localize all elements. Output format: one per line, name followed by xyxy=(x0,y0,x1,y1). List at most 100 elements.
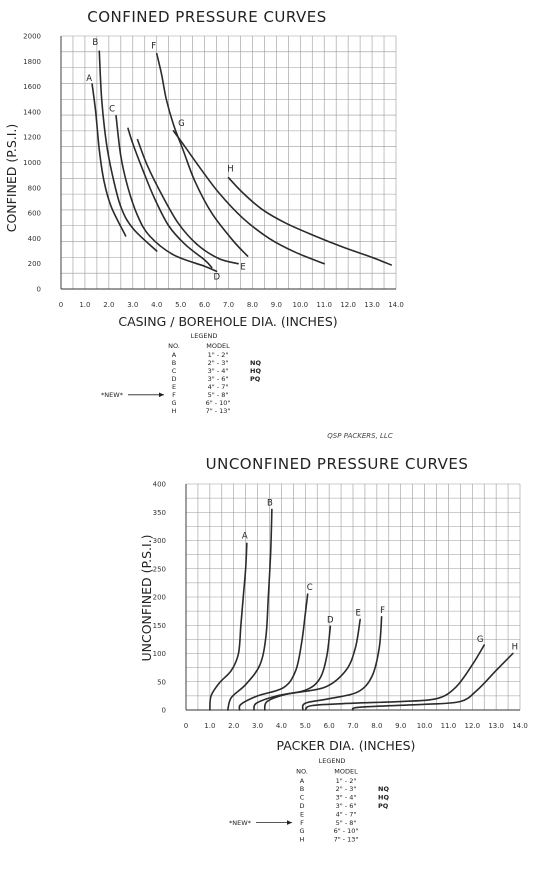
y-tick-label: 1800 xyxy=(23,58,41,66)
x-tick-label: 7.0 xyxy=(223,301,234,309)
unconfined-plot-area: 0 1.0 2.0 3.0 4.0 5.0 6.0 7.0 8.0 9.0 10.0 11.0 12.0… xyxy=(153,481,528,731)
legend-new-marker: *NEW* xyxy=(101,391,124,399)
x-tick-label: 6.0 xyxy=(324,722,335,730)
series-label-g: G xyxy=(178,119,185,129)
legend-row-no: A xyxy=(300,777,305,785)
x-tick-label: 2.0 xyxy=(103,301,114,309)
legend-row-tag: PQ xyxy=(378,802,389,810)
x-tick-label: 3.0 xyxy=(127,301,138,309)
legend-title: LEGEND xyxy=(191,332,218,340)
legend-row-model: 7" - 13" xyxy=(206,407,231,415)
confined-plot-area: 0 1.0 2.0 3.0 4.0 5.0 6.0 7.0 8.0 9.0 10.0 11.0 12.0… xyxy=(23,33,404,310)
x-tick-label: 11.0 xyxy=(441,722,457,730)
legend-title: LEGEND xyxy=(319,757,346,765)
legend-header-model: MODEL xyxy=(334,767,358,775)
legend-row-no: G xyxy=(299,827,304,835)
x-tick-label: 11.0 xyxy=(316,301,332,309)
legend-row-model: 2" - 3" xyxy=(208,359,229,367)
unconfined-chart-title: UNCONFINED PRESSURE CURVES xyxy=(206,455,469,473)
legend-row-no: G xyxy=(171,399,176,407)
series-label-e: E xyxy=(240,263,245,273)
legend-row-model: 7" - 13" xyxy=(334,836,359,844)
series-label-h: H xyxy=(227,165,233,175)
confined-pressure-chart: CONFINED PRESSURE CURVES 0 1.0 2.0 3.0 4.0 5.… xyxy=(4,8,404,440)
unconfined-y-axis-label: UNCONFINED (P.S.I.) xyxy=(139,534,154,661)
legend-header-no: NO. xyxy=(168,342,180,350)
series-line-e xyxy=(136,138,239,265)
y-tick-label: 200 xyxy=(153,594,166,602)
series-label-a: A xyxy=(242,531,248,541)
series-line-e xyxy=(263,618,361,711)
legend-row-model: 1" - 2" xyxy=(208,351,229,359)
series-line-h xyxy=(227,176,393,266)
legend-row-model: 2" - 3" xyxy=(336,785,357,793)
series-label-f: F xyxy=(151,42,156,52)
x-tick-label: 4.0 xyxy=(276,722,287,730)
series-label-b: B xyxy=(267,498,273,508)
legend-row-model: 3" - 6" xyxy=(208,375,229,383)
legend-row-no: D xyxy=(299,802,304,810)
y-tick-label: 600 xyxy=(28,210,41,218)
legend-row-no: A xyxy=(172,351,177,359)
x-tick-label: 0 xyxy=(184,722,188,730)
x-tick-label: 5.0 xyxy=(300,722,311,730)
legend-row-tag: NQ xyxy=(378,785,389,793)
y-tick-label: 250 xyxy=(153,565,166,573)
series-line-c xyxy=(238,593,309,711)
series-label-a: A xyxy=(86,74,92,84)
unconfined-pressure-chart: UNCONFINED PRESSURE CURVES 0 1.0 2.0 3.0 4.0… xyxy=(139,455,528,844)
x-tick-label: 13.0 xyxy=(364,301,380,309)
y-tick-label: 150 xyxy=(153,622,166,630)
legend-new-arrow-head xyxy=(159,392,164,398)
series-line-g xyxy=(172,130,326,265)
unconfined-legend: LEGEND NO. MODEL A 1" - 2" B 2" - 3" NQ C 3" - 4"… xyxy=(229,757,389,844)
series-label-h: H xyxy=(512,643,518,653)
x-tick-label: 14.0 xyxy=(388,301,404,309)
legend-row-no: B xyxy=(300,785,304,793)
x-tick-label: 14.0 xyxy=(512,722,528,730)
legend-new-arrow-head xyxy=(287,820,292,825)
confined-chart-title: CONFINED PRESSURE CURVES xyxy=(87,8,327,26)
legend-row-no: D xyxy=(171,375,176,383)
y-tick-label: 0 xyxy=(37,286,41,294)
y-tick-label: 800 xyxy=(28,184,41,192)
x-tick-label: 1.0 xyxy=(204,722,215,730)
series-label-d: D xyxy=(213,272,220,282)
legend-row-no: F xyxy=(300,819,304,827)
series-line-b xyxy=(226,508,273,711)
legend-row-tag: HQ xyxy=(378,794,389,802)
y-tick-label: 0 xyxy=(162,707,166,715)
y-tick-label: 1600 xyxy=(23,83,41,91)
x-tick-label: 8.0 xyxy=(247,301,258,309)
x-tick-label: 12.0 xyxy=(340,301,356,309)
y-tick-label: 2000 xyxy=(23,33,41,41)
series-line-g xyxy=(304,644,486,711)
x-tick-label: 5.0 xyxy=(175,301,186,309)
x-tick-label: 9.0 xyxy=(395,722,406,730)
x-tick-label: 4.0 xyxy=(151,301,162,309)
series-label-f: F xyxy=(380,606,385,616)
legend-row-model: 6" - 10" xyxy=(334,827,359,835)
legend-row-no: F xyxy=(172,391,176,399)
series-line-a xyxy=(91,83,127,237)
x-tick-label: 8.0 xyxy=(371,722,382,730)
y-tick-label: 400 xyxy=(153,481,166,489)
y-tick-label: 1400 xyxy=(23,108,41,116)
legend-new-marker: *NEW* xyxy=(229,819,252,827)
legend-row-no: B xyxy=(172,359,176,367)
x-tick-label: 13.0 xyxy=(488,722,504,730)
legend-row-model: 4" - 7" xyxy=(208,383,229,391)
x-tick-label: 7.0 xyxy=(347,722,358,730)
x-tick-label: 9.0 xyxy=(271,301,282,309)
x-tick-label: 1.0 xyxy=(79,301,90,309)
confined-legend: LEGEND NO. MODEL A 1" - 2" B 2" - 3" NQ C 3" - 4"… xyxy=(101,332,261,415)
unconfined-x-axis-label: PACKER DIA. (INCHES) xyxy=(277,738,416,753)
series-label-e: E xyxy=(355,609,360,619)
x-tick-label: 0 xyxy=(59,301,63,309)
legend-row-no: C xyxy=(300,794,305,802)
series-label-c: C xyxy=(109,105,115,115)
legend-row-no: E xyxy=(300,810,304,818)
x-tick-label: 10.0 xyxy=(292,301,308,309)
series-line-f xyxy=(155,52,249,257)
legend-header-no: NO. xyxy=(296,767,308,775)
